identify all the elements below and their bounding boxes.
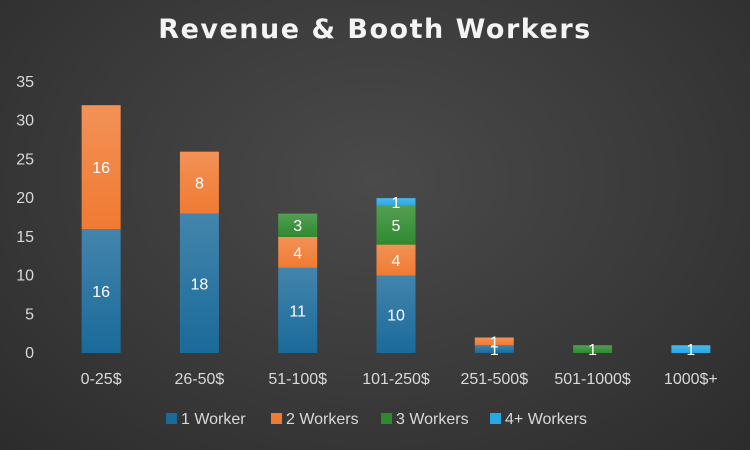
data-label: 1 <box>686 342 695 359</box>
legend-swatch <box>271 413 282 424</box>
y-tick-label: 35 <box>16 74 34 91</box>
y-tick-label: 15 <box>16 229 34 246</box>
data-label: 11 <box>289 303 306 320</box>
x-axis-ticks: 0-25$ 26-50$ 51-100$ 101-250$ 251-500$ 501-10… <box>81 371 718 388</box>
bar-segment-shade <box>671 345 711 353</box>
data-label: 4 <box>392 253 401 270</box>
data-label: 1 <box>490 334 499 351</box>
bar-segment-shade <box>474 337 514 346</box>
legend-label: 3 Workers <box>396 411 469 428</box>
bar-segment-shade <box>179 213 219 353</box>
data-label: 10 <box>387 307 405 324</box>
legend-label: 4+ Workers <box>505 411 587 428</box>
y-tick-label: 30 <box>16 113 34 130</box>
y-tick-label: 25 <box>16 151 34 168</box>
data-label: 1 <box>392 195 401 212</box>
bar-segment-shade <box>278 236 318 268</box>
legend-swatch <box>166 413 177 424</box>
x-tick-label: 0-25$ <box>81 371 122 388</box>
y-tick-label: 0 <box>25 345 34 362</box>
legend-swatch <box>490 413 501 424</box>
x-tick-label: 1000$+ <box>664 371 718 388</box>
bar-segment-shade <box>179 151 219 214</box>
data-label: 16 <box>92 284 110 301</box>
bar-segment-shade <box>573 345 613 353</box>
bar-segment-shade <box>278 267 318 353</box>
data-label: 16 <box>92 160 110 177</box>
y-tick-label: 10 <box>16 268 34 285</box>
bar-segment-shade <box>376 198 416 206</box>
bar-segment-shade <box>278 213 318 237</box>
data-label: 5 <box>392 218 401 235</box>
bar-segment-shade <box>474 345 514 353</box>
data-label: 1 <box>490 342 499 359</box>
x-tick-label: 51-100$ <box>268 371 327 388</box>
bar-segment-shade <box>376 205 416 245</box>
bar-segment-shade <box>81 105 121 230</box>
legend-label: 1 Worker <box>181 411 246 428</box>
x-tick-label: 501-1000$ <box>554 371 631 388</box>
y-axis-ticks: 0 5 10 15 20 25 30 35 <box>16 74 34 362</box>
data-label: 8 <box>195 176 204 193</box>
data-label: 3 <box>293 218 302 235</box>
bar-segment-shade <box>376 244 416 276</box>
bar-segment-shade <box>81 229 121 353</box>
y-tick-label: 20 <box>16 190 34 207</box>
legend: 1 Worker 2 Workers 3 Workers 4+ Workers <box>166 411 587 428</box>
bar-segment-shade <box>376 275 416 353</box>
y-tick-label: 5 <box>25 306 34 323</box>
x-tick-label: 26-50$ <box>175 371 225 388</box>
legend-label: 2 Workers <box>286 411 359 428</box>
chart-title: Revenue & Booth Workers <box>158 14 592 45</box>
data-label: 18 <box>191 276 209 293</box>
x-tick-label: 251-500$ <box>460 371 528 388</box>
data-label: 1 <box>588 342 597 359</box>
x-tick-label: 101-250$ <box>362 371 430 388</box>
data-label: 4 <box>293 245 302 262</box>
legend-swatch <box>381 413 392 424</box>
